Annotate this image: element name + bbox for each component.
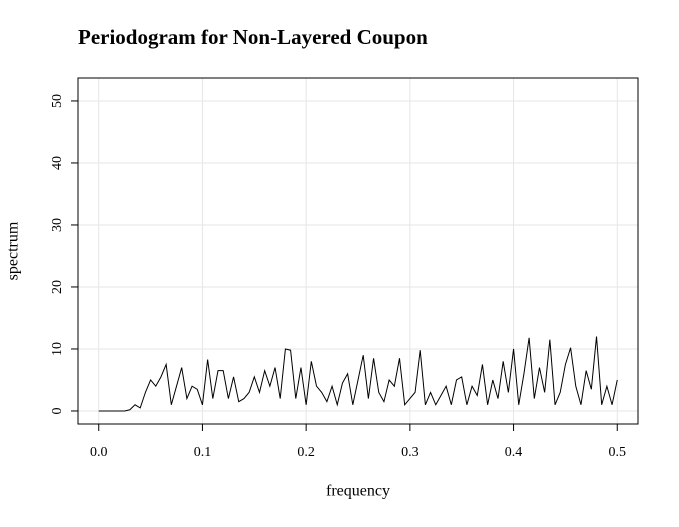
y-tick-label: 40	[50, 156, 65, 170]
plot-frame	[77, 77, 639, 425]
y-tick-label: 10	[50, 342, 65, 356]
y-tick-label: 50	[50, 94, 65, 108]
y-tick-label: 20	[50, 280, 65, 294]
plot	[98, 336, 618, 412]
x-tick-label: 0.0	[90, 445, 108, 460]
x-tick-label: 0.4	[505, 445, 523, 460]
grid	[78, 78, 638, 424]
y-tick-label: 0	[50, 407, 65, 414]
x-tick-label: 0.2	[297, 445, 315, 460]
x-tick-label: 0.3	[401, 445, 419, 460]
x-tick-label: 0.5	[609, 445, 627, 460]
spectrum-line	[98, 336, 618, 412]
x-tick-label: 0.1	[194, 445, 212, 460]
y-tick-label: 30	[50, 218, 65, 232]
y-axis-label: spectrum	[5, 221, 22, 280]
chart-title: Periodogram for Non-Layered Coupon	[78, 25, 428, 49]
x-axis-label: frequency	[326, 483, 390, 500]
